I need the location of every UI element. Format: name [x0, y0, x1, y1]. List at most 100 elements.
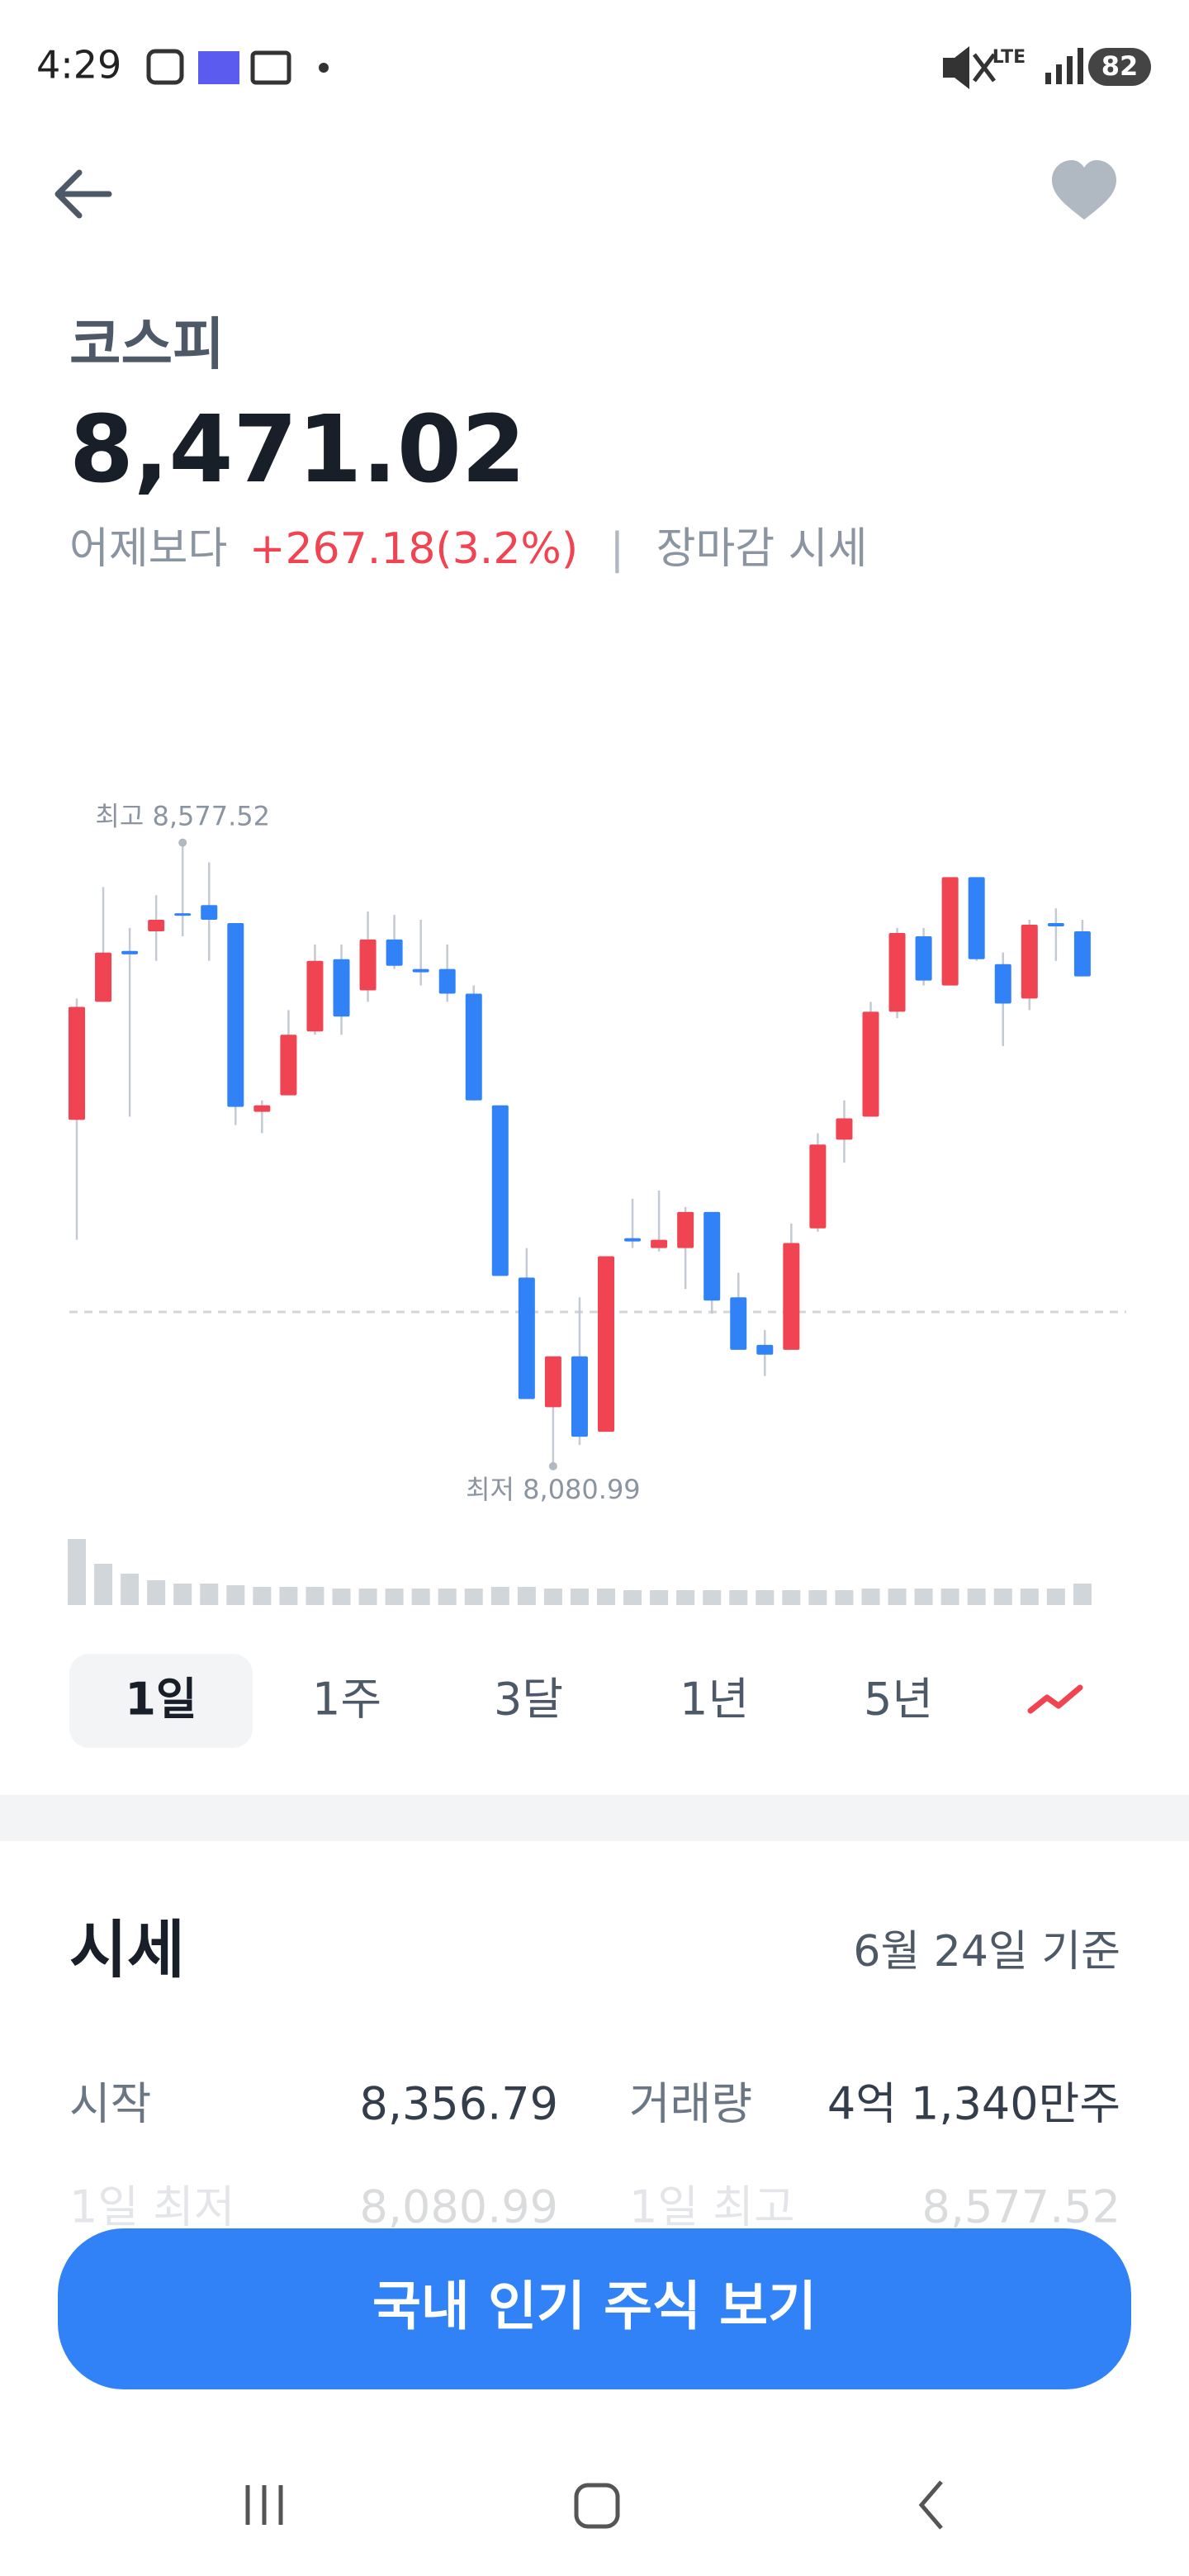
nav-recent[interactable]	[245, 2485, 283, 2525]
volume-bar	[756, 1590, 775, 1605]
candle-body	[280, 1035, 297, 1096]
volume-bar	[464, 1589, 483, 1605]
volume-bar	[1020, 1589, 1039, 1605]
candle-body	[1047, 922, 1064, 926]
candle-body	[730, 1297, 747, 1350]
volume-bar	[623, 1590, 642, 1605]
volume-bar	[438, 1589, 457, 1605]
volume-bar	[888, 1589, 907, 1605]
quote-value: 8,577.52	[922, 2181, 1120, 2233]
favorite-button[interactable]	[1052, 160, 1116, 220]
candle-body	[227, 922, 244, 1107]
volume-bar	[121, 1574, 140, 1605]
volume-bar	[782, 1590, 801, 1605]
low-label: 최저 8,080.99	[466, 1474, 641, 1505]
separator: |	[610, 524, 625, 574]
quote-label: 1일 최저	[69, 2181, 235, 2233]
volume-bar	[650, 1590, 669, 1605]
candle-body	[598, 1256, 614, 1432]
candle-body	[491, 1105, 509, 1276]
candle-body	[518, 1277, 535, 1399]
volume-bar	[570, 1589, 589, 1605]
candle-body	[201, 905, 218, 921]
price-note: 장마감 시세	[656, 524, 868, 574]
change-prefix: 어제보다	[69, 524, 227, 574]
volume-bar	[729, 1590, 748, 1605]
candle-body	[783, 1243, 800, 1350]
candle-body	[148, 920, 165, 932]
volume-bar	[914, 1589, 933, 1605]
volume-bar	[940, 1589, 959, 1605]
change-value: +267.18(3.2%)	[249, 524, 578, 574]
period-tab[interactable]: 5년	[864, 1674, 933, 1726]
candle-body	[544, 1356, 561, 1408]
quote-label: 거래량	[629, 2078, 752, 2130]
candle-body	[1021, 924, 1038, 999]
volume-bar	[94, 1564, 113, 1605]
candle-body	[571, 1356, 588, 1437]
low-marker	[548, 1461, 557, 1470]
period-tab[interactable]: 3달	[494, 1674, 563, 1726]
candle-body	[69, 1006, 85, 1120]
volume-bar	[68, 1539, 86, 1605]
nav-back[interactable]	[918, 2480, 943, 2530]
nav-home[interactable]	[574, 2483, 620, 2529]
volume-bar	[173, 1584, 192, 1605]
volume-bar	[703, 1590, 722, 1605]
period-tab[interactable]: 1일	[125, 1674, 197, 1726]
quote-value: 8,080.99	[360, 2181, 558, 2233]
candle-body	[888, 933, 906, 1012]
tab-selected-bg	[69, 1654, 253, 1748]
candle-body	[253, 1105, 271, 1112]
candle-body	[174, 913, 192, 916]
volume-bar	[597, 1589, 615, 1605]
volume-bar	[543, 1589, 562, 1605]
candle-body	[412, 968, 429, 973]
status-network: LTE	[992, 47, 1026, 68]
volume-bar	[279, 1587, 298, 1605]
candle-body	[703, 1211, 721, 1301]
volume-bar	[676, 1590, 695, 1605]
candle-body	[438, 968, 456, 994]
cta-label: 국내 인기 주식 보기	[372, 2277, 817, 2338]
candle-body	[624, 1238, 642, 1242]
volume-bar	[808, 1590, 827, 1605]
candle-body	[121, 950, 139, 954]
candle-body	[915, 935, 932, 981]
volume-bar	[517, 1587, 536, 1605]
period-tab[interactable]: 1주	[312, 1674, 381, 1726]
volume-bar	[147, 1580, 166, 1605]
volume-bar	[967, 1589, 986, 1605]
change-line: 어제보다 +267.18(3.2%) | 장마감 시세	[69, 524, 867, 574]
volume-bar	[490, 1587, 509, 1605]
quote-date: 6월 24일 기준	[853, 1927, 1120, 1977]
candle-body	[306, 960, 324, 1032]
volume-bar	[253, 1587, 272, 1605]
candle-body	[1073, 931, 1091, 977]
period-tabs: 1일 1주 3달 1년 5년	[69, 1654, 933, 1748]
candle-body	[968, 877, 985, 959]
candle-body	[809, 1144, 827, 1229]
quote-label: 시작	[69, 2078, 151, 2130]
section-divider	[0, 1795, 1189, 1841]
volume-bar	[835, 1590, 854, 1605]
candle-body	[862, 1011, 879, 1117]
quote-value: 8,356.79	[360, 2078, 558, 2130]
nav-bar	[245, 2480, 943, 2530]
candle-body	[651, 1239, 668, 1248]
candle-body	[941, 877, 959, 986]
cta-button[interactable]	[58, 2228, 1131, 2389]
volume-bar	[861, 1589, 880, 1605]
period-tab[interactable]: 1년	[680, 1674, 749, 1726]
candle-body	[95, 952, 112, 1002]
high-marker	[178, 838, 187, 847]
quote-title: 시세	[69, 1913, 185, 1986]
chart-type-toggle[interactable]	[1027, 1684, 1083, 1714]
back-button[interactable]	[54, 169, 112, 219]
volume-bar	[200, 1584, 219, 1605]
candle-body	[465, 993, 482, 1101]
